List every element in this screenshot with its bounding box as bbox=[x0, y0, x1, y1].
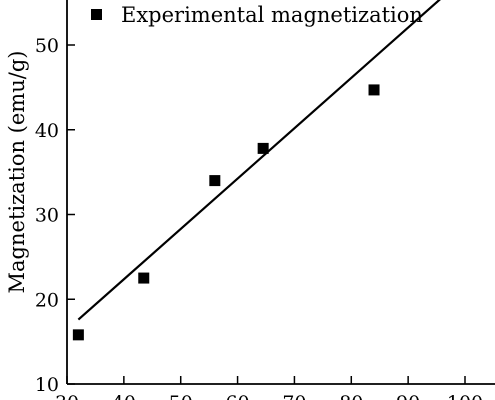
x-tick-label-100: 100 bbox=[447, 392, 483, 400]
y-axis-label: Magnetization (emu/g) bbox=[5, 51, 29, 294]
y-tick-label-40: 40 bbox=[35, 120, 59, 142]
data-point-5 bbox=[368, 84, 380, 96]
fit-line bbox=[77, 0, 441, 321]
y-tick-label-20: 20 bbox=[35, 289, 59, 311]
data-point-1 bbox=[72, 329, 84, 341]
ticks: 10 20 30 40 50 30 40 50 60 70 80 90 100 bbox=[35, 35, 483, 400]
x-tick-label-70: 70 bbox=[282, 392, 306, 400]
legend-label-experimental: Experimental magnetization bbox=[121, 3, 423, 27]
y-tick-label-50: 50 bbox=[35, 35, 59, 57]
legend-marker-experimental bbox=[91, 9, 102, 20]
x-tick-label-80: 80 bbox=[339, 392, 363, 400]
x-tick-label-50: 50 bbox=[169, 392, 193, 400]
x-tick-label-60: 60 bbox=[225, 392, 249, 400]
axes bbox=[66, 0, 495, 385]
y-tick-label-10: 10 bbox=[35, 374, 59, 396]
data-point-4 bbox=[257, 142, 269, 154]
x-tick-label-90: 90 bbox=[396, 392, 420, 400]
legend: Experimental magnetization bbox=[91, 3, 423, 27]
x-tick-label-30: 30 bbox=[55, 392, 79, 400]
x-tick-label-40: 40 bbox=[112, 392, 136, 400]
series-layer bbox=[72, 0, 441, 341]
data-point-2 bbox=[138, 272, 150, 284]
data-point-3 bbox=[209, 175, 221, 187]
y-tick-label-30: 30 bbox=[35, 205, 59, 227]
